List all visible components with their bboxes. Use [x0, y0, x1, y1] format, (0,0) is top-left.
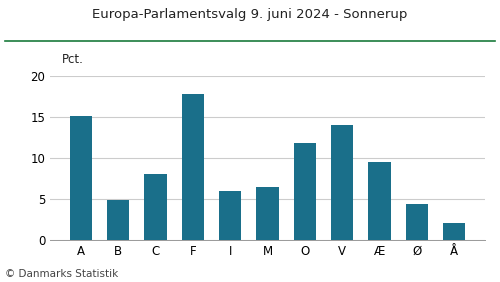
Bar [331, 125, 353, 240]
Bar [70, 116, 92, 240]
Bar [182, 94, 204, 240]
Text: © Danmarks Statistik: © Danmarks Statistik [5, 269, 118, 279]
Bar [107, 201, 130, 240]
Bar [443, 223, 465, 240]
Bar [406, 204, 428, 240]
Text: Pct.: Pct. [62, 53, 84, 66]
Bar [294, 143, 316, 240]
Bar [368, 162, 390, 240]
Text: Europa-Parlamentsvalg 9. juni 2024 - Sonnerup: Europa-Parlamentsvalg 9. juni 2024 - Son… [92, 8, 407, 21]
Bar [256, 187, 278, 240]
Bar [144, 174, 167, 240]
Bar [219, 191, 242, 240]
